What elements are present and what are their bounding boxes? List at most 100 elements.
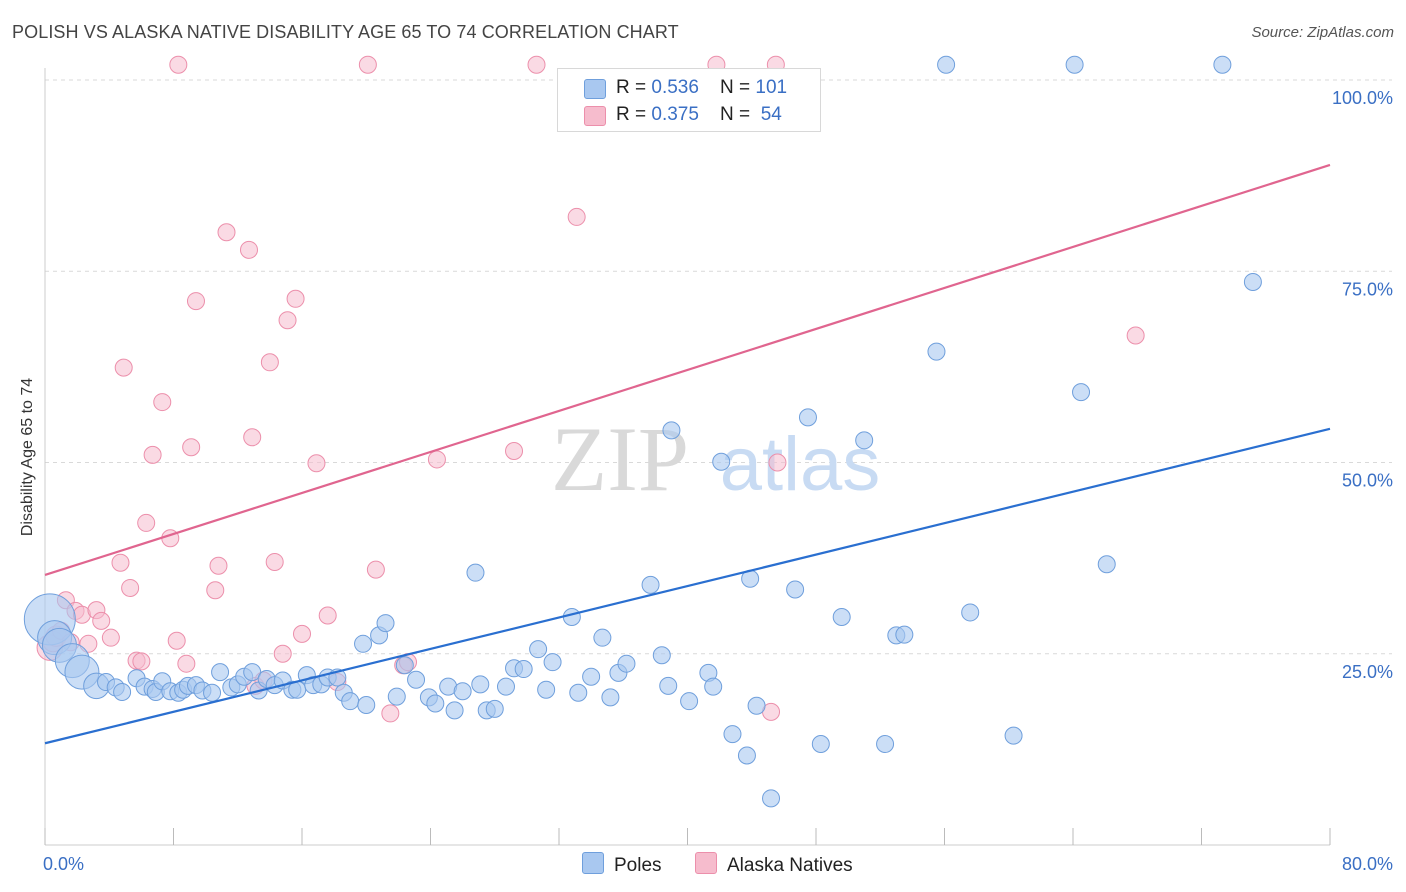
alaska-natives-point (186, 292, 205, 311)
poles-point (243, 663, 262, 682)
source-label: Source: ZipAtlas.com (1251, 24, 1394, 41)
alaska-natives-point (137, 513, 156, 532)
poles-point (387, 687, 406, 706)
alaska-natives-point (132, 652, 151, 671)
poles-point (514, 660, 533, 679)
poles-point (786, 580, 805, 599)
alaska-natives-point (318, 606, 337, 625)
legend-n-label: N = (720, 104, 756, 125)
poles-point (453, 682, 472, 701)
alaska-natives-point (358, 55, 377, 74)
correlation-legend: R = 0.536 N = 101 R = 0.375 N = 54 (557, 68, 821, 132)
x-tick-label: 0.0% (43, 854, 84, 874)
poles-point (680, 692, 699, 711)
poles-point (445, 701, 464, 720)
alaska-natives-point (143, 445, 162, 464)
grid-lines (45, 79, 1392, 655)
poles-point (723, 725, 742, 744)
poles-point (961, 603, 980, 622)
trend-lines (44, 163, 1331, 745)
alaska-natives-point (92, 611, 111, 630)
poles-point (712, 452, 731, 471)
poles-point (543, 653, 562, 672)
alaska-natives-point (278, 311, 297, 330)
alaska-natives-point (182, 438, 201, 457)
alaska-natives-point (567, 207, 586, 226)
poles-point (562, 608, 581, 627)
poles-point (937, 55, 956, 74)
legend-n-label: N = (720, 77, 756, 98)
poles-point (811, 735, 830, 754)
poles-point (652, 646, 671, 665)
x-tick-label: 80.0% (1342, 854, 1393, 874)
y-tick-label: 100.0% (1332, 88, 1393, 108)
poles-point (466, 563, 485, 582)
alaska-natives-point (206, 581, 225, 600)
poles-point (593, 628, 612, 647)
alaska-natives-point (167, 631, 186, 650)
poles-point (617, 654, 636, 673)
poles-point (876, 735, 895, 754)
alaska-natives-point (1126, 326, 1145, 345)
poles-point (537, 680, 556, 699)
alaska-swatch (584, 106, 606, 126)
poles-legend-swatch (582, 852, 604, 874)
poles-point (113, 683, 132, 701)
poles-trend-line (44, 427, 1331, 745)
poles-point (354, 634, 373, 653)
alaska-natives-point (527, 55, 546, 74)
poles-point (1065, 55, 1084, 74)
alaska-natives-point (101, 628, 120, 647)
legend-r-label: R = (616, 104, 652, 125)
bottom-legend-poles: Poles (582, 852, 662, 877)
tick-labels: 25.0% 50.0% 75.0% 100.0% 0.0% 80.0% (43, 88, 1393, 874)
alaska-legend-swatch (695, 852, 717, 874)
alaska-natives-point (209, 556, 228, 575)
alaska-natives-point (381, 704, 400, 723)
alaska-natives-point (217, 223, 236, 242)
alaska-natives-point (427, 450, 446, 469)
alaska-natives-point (243, 428, 262, 447)
alaska-natives-point (768, 453, 787, 472)
alaska-natives-point (153, 393, 172, 412)
poles-point (1097, 555, 1116, 574)
legend-n-value: 54 (755, 104, 782, 125)
y-tick-label: 50.0% (1342, 471, 1393, 491)
alaska-natives-point (286, 289, 305, 308)
alaska-natives-point (505, 442, 524, 461)
legend-r-value: 0.536 (651, 77, 699, 98)
poles-point (426, 694, 445, 713)
alaska-natives-point (121, 578, 140, 597)
poles-point (395, 656, 414, 675)
alaska-natives-point (111, 553, 130, 572)
poles-point (601, 688, 620, 707)
alaska-natives-point (366, 560, 385, 579)
poles-point (496, 677, 515, 696)
poles-point (641, 575, 660, 594)
poles-point (737, 746, 756, 765)
poles-legend-label: Poles (614, 855, 662, 876)
alaska-natives-points (36, 55, 1145, 723)
watermark-atlas: atlas (720, 422, 881, 507)
legend-r-label: R = (616, 77, 652, 98)
poles-point (203, 683, 222, 702)
poles-point (471, 675, 490, 694)
axes (44, 68, 1331, 846)
poles-point (1004, 726, 1023, 745)
poles-point (747, 696, 766, 715)
alaska-natives-point (265, 552, 284, 571)
legend-r-value: 0.375 (651, 104, 699, 125)
poles-point (704, 677, 723, 696)
poles-point (569, 683, 588, 702)
alaska-natives-point (260, 353, 279, 372)
alaska-natives-point (273, 644, 292, 663)
poles-point (855, 431, 874, 450)
poles-points (23, 55, 1262, 808)
alaska-natives-trend-line (44, 163, 1331, 577)
alaska-natives-point (177, 654, 196, 673)
poles-point (529, 640, 548, 659)
poles-point (407, 670, 426, 689)
poles-point (895, 625, 914, 644)
y-tick-label: 25.0% (1342, 662, 1393, 682)
